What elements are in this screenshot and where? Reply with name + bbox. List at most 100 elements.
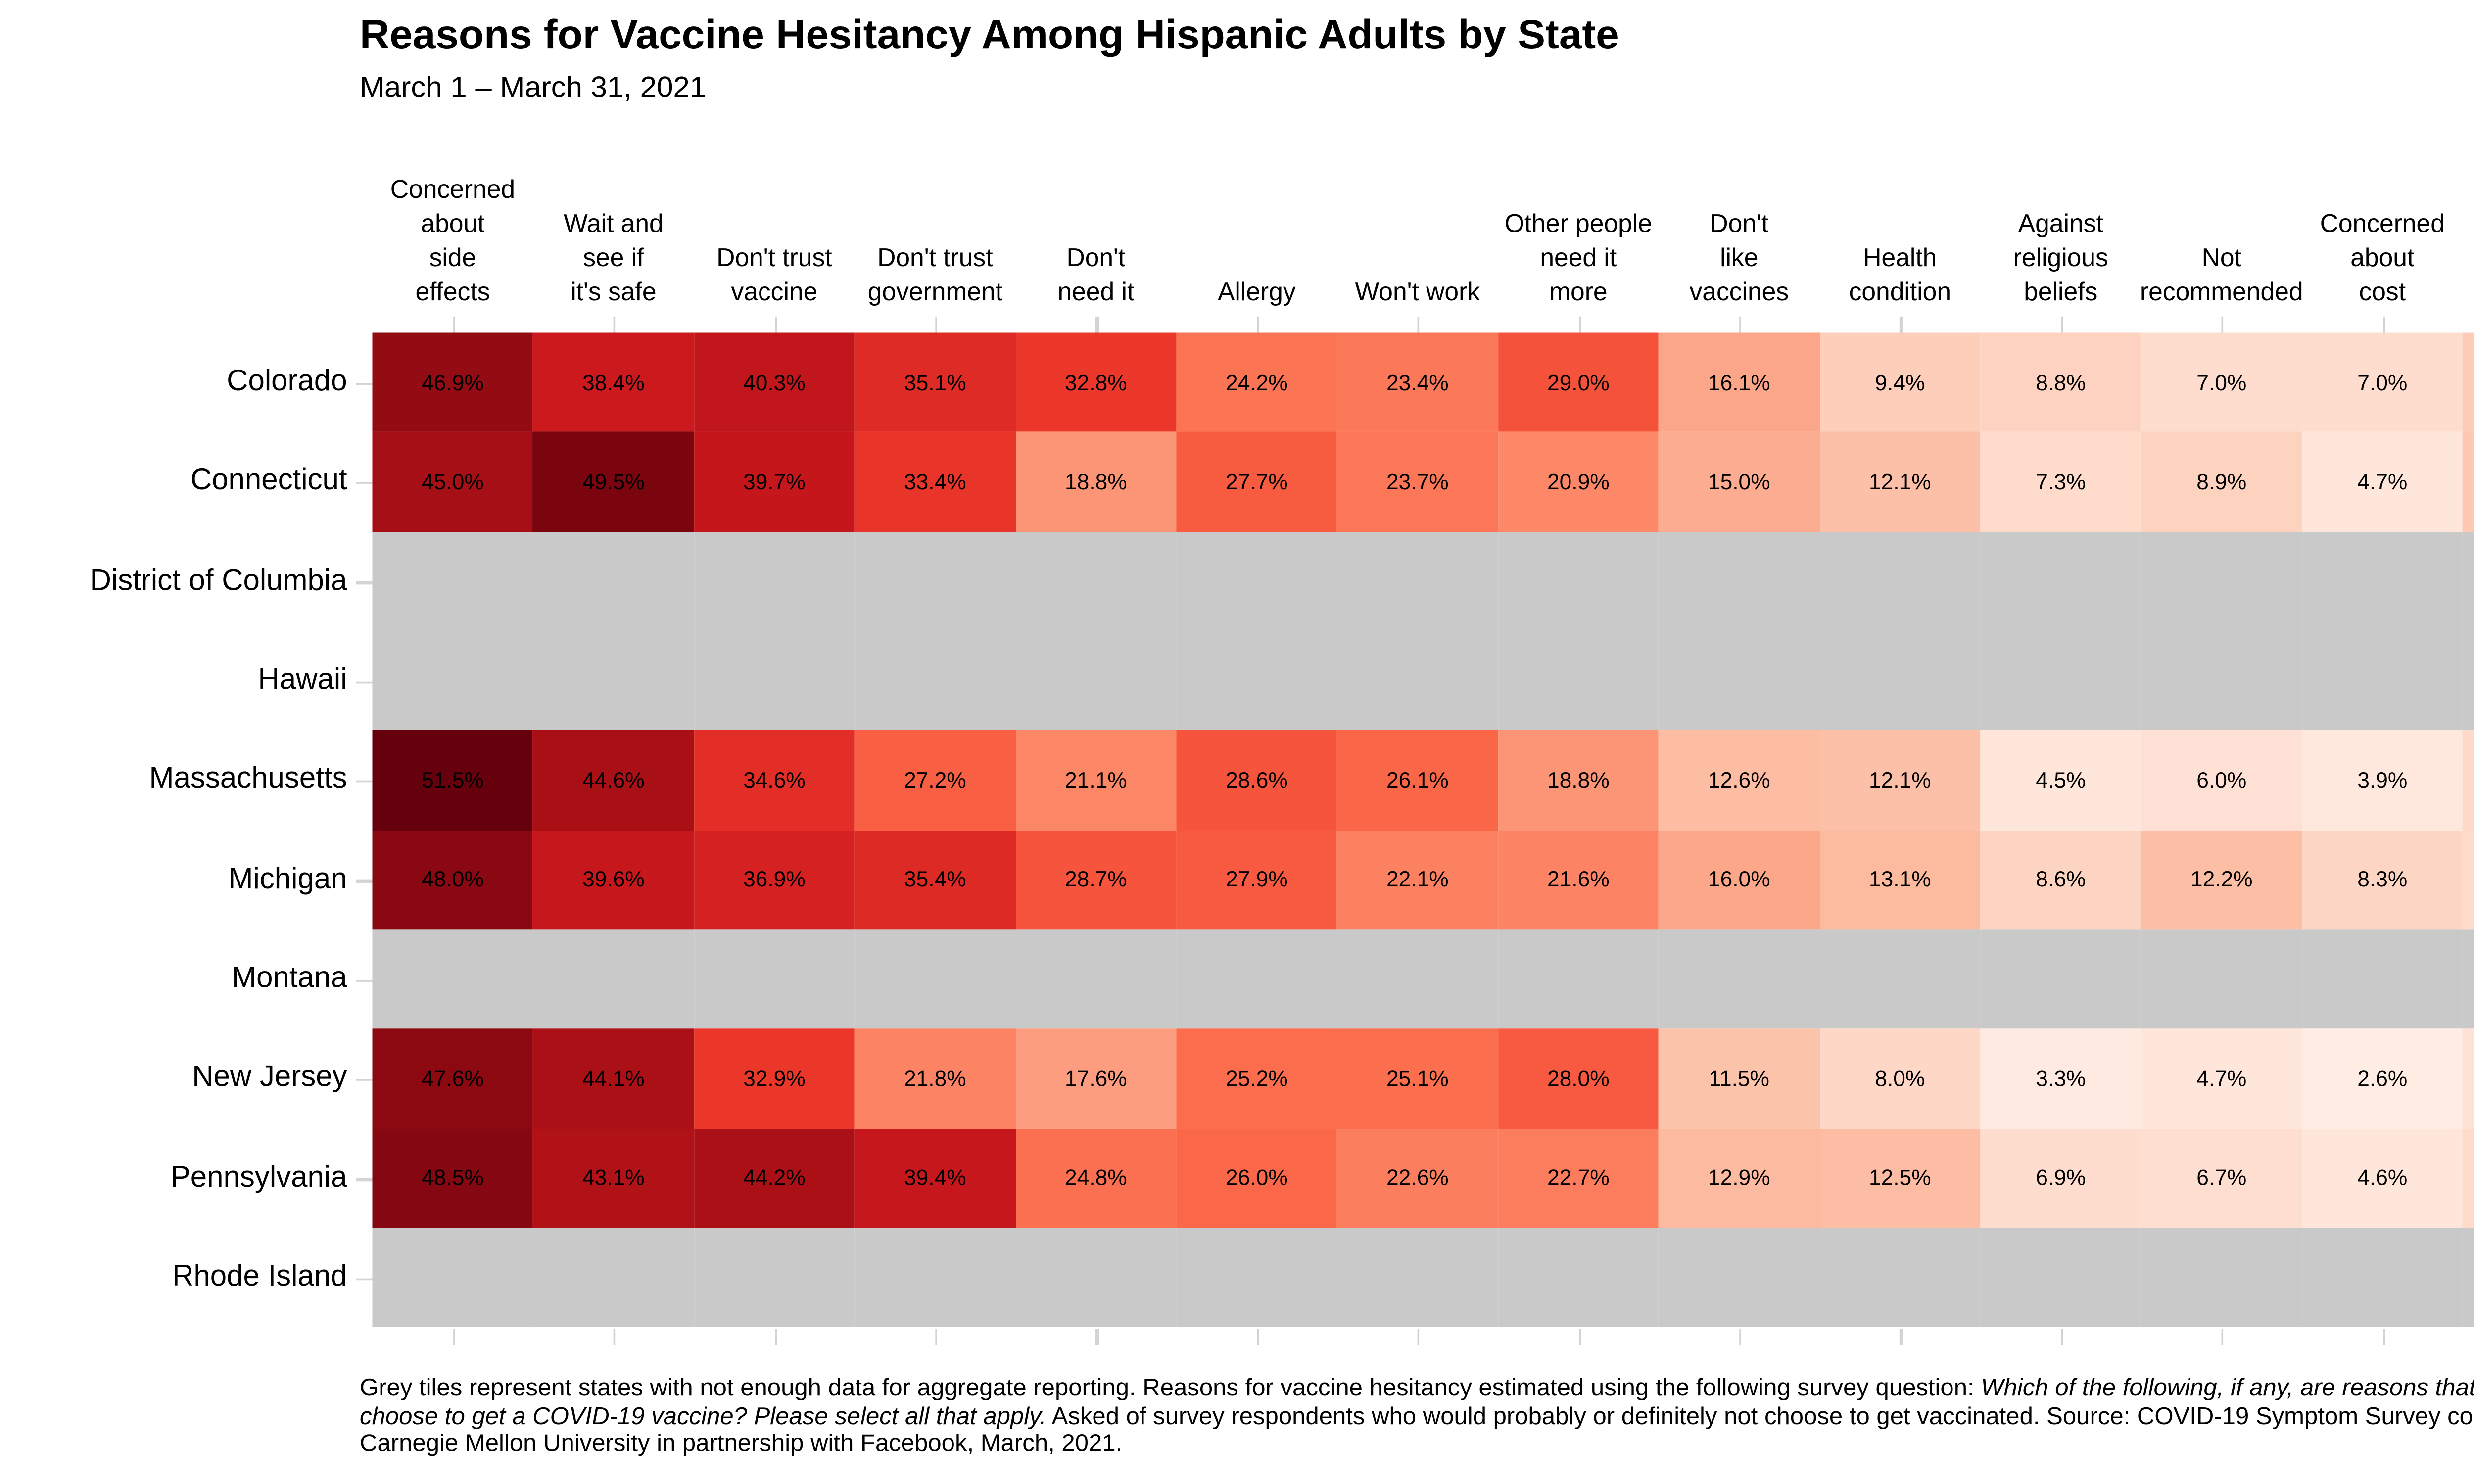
heatmap-cell-missing — [1498, 1228, 1659, 1328]
cell-value: 22.7% — [1547, 1165, 1610, 1191]
column-header: Not recommended — [2140, 145, 2303, 311]
column-tick-top — [613, 315, 616, 332]
column-tick-bottom — [452, 1328, 455, 1345]
column-header: Wait and see if it's safe — [533, 145, 694, 311]
heatmap-cell-missing — [1176, 1228, 1337, 1328]
cell-value: 35.4% — [904, 867, 966, 893]
heatmap-cell: 10.5% — [2463, 432, 2474, 532]
footnote-text-2: Asked of survey respondents who would pr… — [360, 1401, 2474, 1457]
heatmap-cell: 33.4% — [855, 432, 1016, 532]
heatmap-cell-missing — [533, 1228, 694, 1328]
heatmap-cell-missing — [694, 929, 855, 1029]
heatmap-cell: 8.0% — [1819, 1029, 1981, 1129]
heatmap-cell: 34.6% — [694, 731, 855, 831]
cell-value: 32.9% — [743, 1066, 806, 1092]
footnote-survey-question: Which of the following, if any, are reas… — [360, 1374, 2474, 1429]
cell-value: 49.5% — [582, 469, 645, 495]
heatmap-cell: 25.1% — [1337, 1029, 1498, 1129]
column-tick-top — [935, 315, 938, 332]
heatmap-cell-missing — [1498, 929, 1659, 1029]
column-tick-top — [2060, 315, 2063, 332]
cell-value: 7.0% — [2196, 370, 2247, 395]
heatmap-cell: 49.5% — [533, 432, 694, 532]
row-tick-left — [355, 880, 372, 882]
heatmap-cell: 12.1% — [1819, 432, 1981, 532]
heatmap-cell-missing — [2463, 631, 2474, 731]
column-header: Concerned about cost — [2302, 145, 2463, 311]
cell-value: 36.9% — [743, 867, 806, 893]
cell-value: 24.2% — [1226, 370, 1288, 395]
heatmap-cell: 7.2% — [2463, 830, 2474, 930]
row-label: Montana — [232, 962, 347, 995]
cell-value: 29.0% — [1547, 370, 1610, 395]
row-label: New Jersey — [192, 1062, 347, 1094]
cell-value: 16.1% — [1708, 370, 1770, 395]
heatmap-cell: 48.0% — [372, 830, 533, 930]
column-tick-top — [2221, 315, 2224, 332]
heatmap-cell: 5.7% — [2463, 1029, 2474, 1129]
heatmap-cell-missing — [1659, 631, 1820, 731]
heatmap-cell: 22.7% — [1498, 1128, 1659, 1228]
column-header: Allergy — [1176, 145, 1337, 311]
cell-value: 43.1% — [582, 1165, 645, 1191]
heatmap-cell: 16.1% — [1659, 332, 1820, 432]
heatmap-cell-missing — [2141, 929, 2302, 1029]
cell-value: 23.7% — [1386, 469, 1449, 495]
heatmap-cell: 12.5% — [1819, 1128, 1981, 1228]
cell-value: 33.4% — [904, 469, 966, 495]
heatmap-cell: 45.0% — [372, 432, 533, 532]
column-tick-bottom — [2382, 1328, 2385, 1345]
heatmap-cell: 12.1% — [1819, 731, 1981, 831]
heatmap-cell-missing — [1337, 1228, 1498, 1328]
column-header-label: Wait and see if it's safe — [564, 210, 664, 308]
heatmap-cell: 43.1% — [533, 1128, 694, 1228]
cell-value: 7.0% — [2357, 370, 2408, 395]
column-header: Don't trust government — [855, 145, 1015, 311]
cell-value: 8.0% — [1875, 1066, 1925, 1092]
heatmap-cell-missing — [1980, 929, 2141, 1029]
cell-value: 44.2% — [743, 1165, 806, 1191]
heatmap-cell: 12.6% — [1659, 731, 1820, 831]
heatmap-cell-missing — [1980, 631, 2141, 731]
heatmap-cell: 21.1% — [1015, 731, 1177, 831]
heatmap-cell: 21.8% — [855, 1029, 1016, 1129]
cell-value: 38.4% — [582, 370, 645, 395]
heatmap-cell-missing — [2141, 531, 2302, 631]
cell-value: 8.6% — [2036, 867, 2086, 893]
heatmap-cell: 29.0% — [1498, 332, 1659, 432]
column-header-label: Health condition — [1849, 244, 1951, 308]
row-tick-left — [355, 581, 372, 584]
row-label: Michigan — [228, 863, 347, 895]
heatmap-cell: 51.5% — [372, 731, 533, 831]
cell-value: 44.6% — [582, 768, 645, 793]
heatmap-cell: 12.9% — [1659, 1128, 1820, 1228]
row-tick-left — [355, 681, 372, 684]
cell-value: 12.6% — [1708, 768, 1770, 793]
heatmap-cell: 25.2% — [1176, 1029, 1337, 1129]
cell-value: 6.7% — [2196, 1165, 2247, 1191]
row-label: Rhode Island — [172, 1260, 347, 1294]
cell-value: 20.9% — [1547, 469, 1610, 495]
cell-value: 12.2% — [2190, 867, 2253, 893]
heatmap-cell: 32.8% — [1015, 332, 1177, 432]
heatmap-cell: 3.9% — [2302, 731, 2463, 831]
cell-value: 8.9% — [2196, 469, 2247, 495]
cell-value: 48.0% — [422, 867, 484, 893]
cell-value: 17.6% — [1065, 1066, 1127, 1092]
cell-value: 48.5% — [422, 1165, 484, 1191]
column-tick-top — [1417, 315, 1420, 332]
heatmap-cell: 35.4% — [855, 830, 1016, 930]
heatmap-cell-missing — [1337, 531, 1498, 631]
cell-value: 18.8% — [1547, 768, 1610, 793]
heatmap-cell: 22.6% — [1337, 1128, 1498, 1228]
cell-value: 28.7% — [1065, 867, 1127, 893]
cell-value: 39.4% — [904, 1165, 966, 1191]
column-header-label: Don't like vaccines — [1689, 210, 1789, 308]
cell-value: 45.0% — [422, 469, 484, 495]
column-header: Won't work — [1337, 145, 1498, 311]
cell-value: 12.1% — [1868, 469, 1931, 495]
cell-value: 3.3% — [2036, 1066, 2086, 1092]
footnote-text-1: Grey tiles represent states with not eno… — [360, 1374, 1981, 1401]
heatmap-cell-missing — [1015, 929, 1177, 1029]
heatmap-cell: 38.4% — [533, 332, 694, 432]
